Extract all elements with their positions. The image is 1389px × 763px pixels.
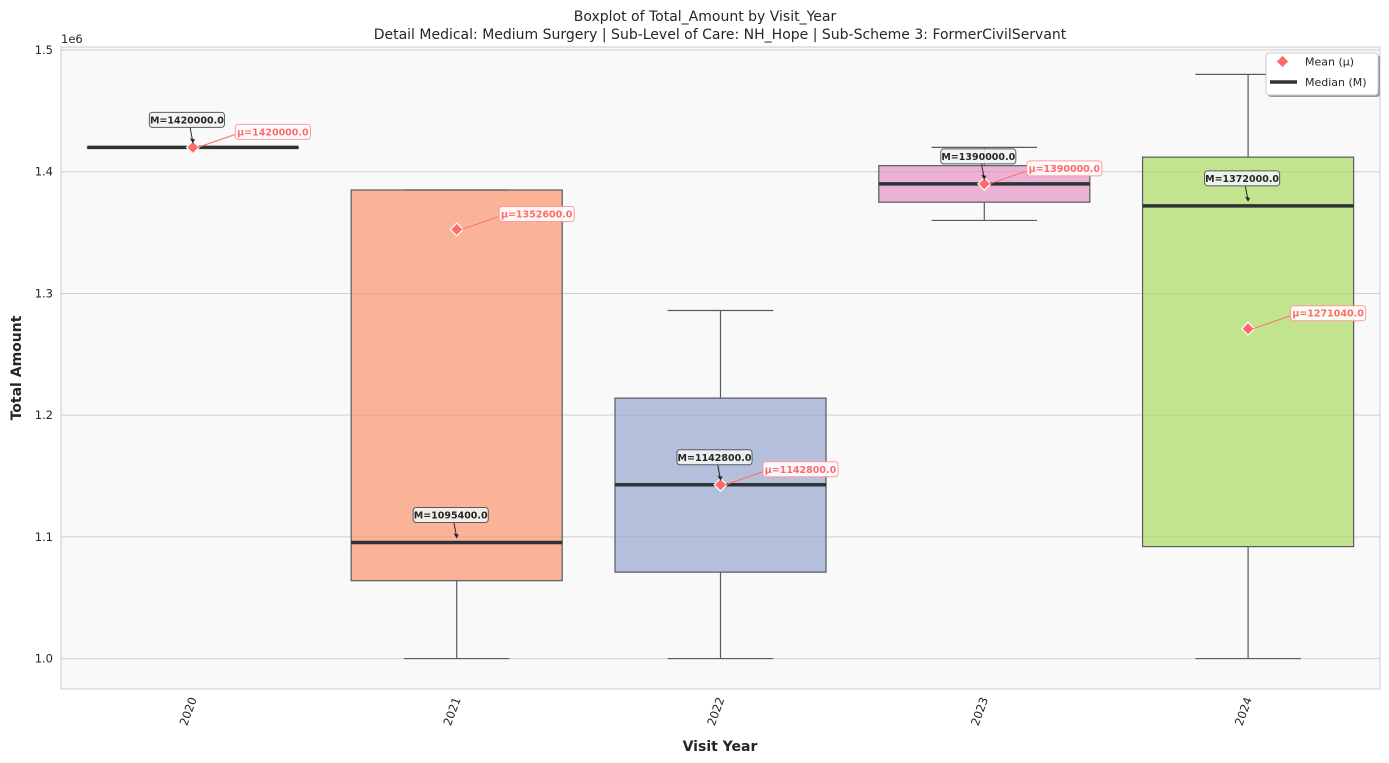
median-label-2023: M=1390000.0 (941, 152, 1015, 163)
box-body-2024 (1141, 156, 1355, 548)
median-label-box-2023 (940, 148, 1017, 165)
chart-subtitle: Detail Medical: Medium Surgery | Sub-Lev… (374, 27, 1067, 43)
box-2022 (614, 309, 827, 660)
y-axis-ticks: 1.0 1.1 1.2 1.3 1.4 1.5 (35, 43, 53, 666)
legend-frame (1265, 52, 1379, 96)
median-label-box-2020 (148, 111, 225, 128)
mean-marker-2024 (1240, 321, 1256, 336)
mean-arrow-2023 (989, 170, 1027, 185)
median-label-2020: M=1420000.0 (150, 115, 224, 126)
mean-label-2023: μ=1390000.0 (1029, 164, 1101, 175)
x-axis-label: Visit Year (683, 739, 758, 755)
mean-label-box-2024 (1290, 305, 1367, 322)
boxes (86, 73, 1355, 660)
mean-marker-2022 (713, 477, 728, 492)
median-arrowhead-2020 (189, 138, 195, 144)
mean-arrow-2024 (1252, 315, 1291, 330)
mean-marker-2020 (185, 140, 201, 155)
mean-arrow-2021 (461, 215, 500, 230)
mean-label-box-2021 (498, 205, 575, 222)
y-tick-label-2: 1.2 (35, 408, 53, 422)
y-tick-label-1: 1.1 (35, 530, 53, 544)
y-tick-label-4: 1.4 (35, 165, 53, 179)
box-2024 (1141, 73, 1355, 660)
median-arrowhead-2024 (1245, 196, 1251, 202)
median-arrowhead-2021 (453, 533, 459, 539)
mean-label-2024: μ=1271040.0 (1292, 309, 1364, 320)
y-offset-label: 1e6 (61, 32, 83, 46)
box-2020 (86, 140, 300, 155)
mean-arrow-2022 (725, 471, 764, 486)
annotations: M=1420000.0 μ=1420000.0 M=1095400.0 μ=13526… (148, 111, 1367, 539)
median-arrowhead-2023 (981, 174, 987, 180)
mean-label-2021: μ=1352600.0 (501, 209, 573, 220)
y-tick-label-5: 1.5 (35, 43, 53, 57)
mean-label-box-2020 (234, 123, 311, 140)
y-tick-label-3: 1.3 (35, 286, 53, 300)
y-axis-label: Total Amount (9, 315, 25, 420)
legend-mean-label: Mean (μ) (1305, 56, 1354, 69)
mean-label-2020: μ=1420000.0 (237, 127, 309, 138)
median-label-2021: M=1095400.0 (414, 510, 488, 521)
median-label-2024: M=1372000.0 (1205, 174, 1279, 185)
median-label-2022: M=1142800.0 (678, 453, 752, 464)
median-label-box-2022 (676, 449, 753, 466)
mean-marker-2021 (449, 222, 464, 237)
mean-arrow-2020 (197, 133, 236, 148)
legend-mean-marker (1276, 55, 1289, 68)
mean-marker-2023 (977, 176, 992, 192)
median-arrowhead-2022 (717, 475, 723, 481)
mean-label-2022: μ=1142800.0 (765, 465, 837, 476)
median-label-box-2021 (412, 506, 489, 523)
mean-label-box-2022 (762, 461, 839, 478)
legend: Mean (μ) Median (M) (1265, 52, 1380, 97)
median-label-box-2024 (1204, 170, 1281, 187)
mean-label-box-2023 (1026, 160, 1103, 177)
legend-median-label: Median (M) (1305, 76, 1367, 89)
y-tick-label-0: 1.0 (35, 652, 53, 666)
box-2021 (350, 189, 563, 660)
chart-title: Boxplot of Total_Amount by Visit_Year (574, 9, 837, 25)
